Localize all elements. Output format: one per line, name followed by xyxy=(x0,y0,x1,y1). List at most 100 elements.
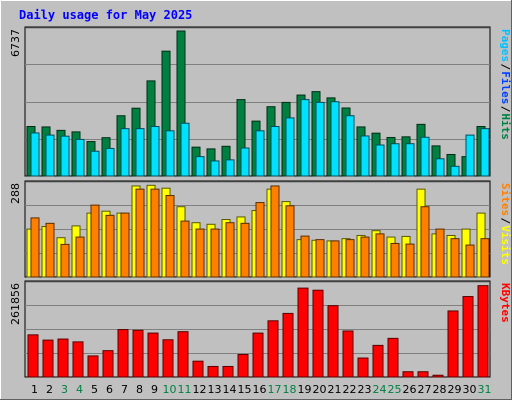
panel-3-bar-s1-day-8 xyxy=(132,329,144,378)
panel-2-bar-s2-day-30 xyxy=(465,244,475,278)
panel-2-bar-s2-day-26 xyxy=(405,243,415,278)
panel-2-ytick-max: 288 xyxy=(9,183,22,204)
panel-3-bar-s1-day-19 xyxy=(297,287,309,378)
panel-3-bar-s1-day-27 xyxy=(417,371,429,378)
panel-2-bar-s2-day-9 xyxy=(150,188,160,278)
panel-3-bar-s1-day-7 xyxy=(117,329,129,378)
panel-3-bar-s1-day-16 xyxy=(252,332,264,378)
panel-2-bar-s2-day-20 xyxy=(315,239,325,278)
panel-1-bar-s2-day-11 xyxy=(180,122,190,177)
panel-3-bar-s1-day-11 xyxy=(177,331,189,378)
panel-1-bar-s2-day-26 xyxy=(405,143,415,177)
panel-3-bar-s1-day-25 xyxy=(387,337,399,378)
panel-3-bar-s1-day-28 xyxy=(432,374,444,378)
panel-3-bar-s1-day-9 xyxy=(147,332,159,378)
panel-2-bar-s2-day-21 xyxy=(330,240,340,278)
panel-3-bar-s1-day-17 xyxy=(267,320,279,378)
panel-2-bar-s2-day-15 xyxy=(240,222,250,278)
panel-2-legend-1: Sites xyxy=(499,183,512,216)
panel-3-bar-s1-day-5 xyxy=(87,355,99,378)
panel-2-bar-s2-day-7 xyxy=(120,212,130,278)
x-tick-day-17: 17 xyxy=(268,383,282,396)
x-tick-day-31: 31 xyxy=(478,383,492,396)
chart-title: Daily usage for May 2025 xyxy=(19,8,192,22)
panel-1-bar-s2-day-19 xyxy=(300,99,310,177)
panel-3-bar-s1-day-15 xyxy=(237,354,249,378)
x-tick-day-2: 2 xyxy=(46,383,53,396)
x-tick-day-3: 3 xyxy=(61,383,68,396)
x-tick-day-28: 28 xyxy=(433,383,447,396)
panel-2-legend-2: / xyxy=(499,218,512,225)
panel-3-bar-s1-day-24 xyxy=(372,344,384,378)
panel-2-bar-s2-day-28 xyxy=(435,228,445,278)
panel-3-bar-s1-day-20 xyxy=(312,289,324,378)
panel-1-bar-s2-day-10 xyxy=(165,130,175,177)
panel-1-bar-s2-day-21 xyxy=(330,101,340,177)
panel-3-bar-s1-day-26 xyxy=(402,371,414,378)
panel-1-bar-s2-day-6 xyxy=(105,147,115,177)
x-tick-day-29: 29 xyxy=(448,383,462,396)
x-tick-day-20: 20 xyxy=(313,383,327,396)
x-tick-day-16: 16 xyxy=(253,383,267,396)
x-tick-day-14: 14 xyxy=(223,383,237,396)
panel-1-ytick-max: 6737 xyxy=(9,29,22,57)
panel-1-bar-s2-day-13 xyxy=(210,160,220,177)
panel-2-bar-s2-day-18 xyxy=(285,205,295,278)
panel-3-legend-1: KBytes xyxy=(499,283,512,323)
panel-3-bar-s1-day-18 xyxy=(282,312,294,378)
x-tick-day-8: 8 xyxy=(136,383,143,396)
panel-2-bar-s2-day-22 xyxy=(345,239,355,278)
panel-2-bar-s2-day-2 xyxy=(45,222,55,278)
panel-2-bar-s2-day-31 xyxy=(480,238,490,278)
panel-2-bar-s2-day-13 xyxy=(210,228,220,278)
panel-2-bar-s2-day-25 xyxy=(390,242,400,278)
panel-2-bar-s2-day-19 xyxy=(300,235,310,278)
panel-1-bar-s2-day-28 xyxy=(435,158,445,177)
x-tick-day-1: 1 xyxy=(31,383,38,396)
x-tick-day-6: 6 xyxy=(106,383,113,396)
panel-1-bar-s2-day-17 xyxy=(270,125,280,177)
x-tick-day-24: 24 xyxy=(373,383,387,396)
panel-1-bar-s2-day-15 xyxy=(240,147,250,177)
panel-1-bar-s2-day-31 xyxy=(480,128,490,177)
panel-3-bar-s1-day-13 xyxy=(207,365,219,378)
x-tick-day-19: 19 xyxy=(298,383,312,396)
x-tick-day-4: 4 xyxy=(76,383,83,396)
x-tick-day-26: 26 xyxy=(403,383,417,396)
panel-2-bar-s2-day-23 xyxy=(360,236,370,278)
panel-2-bar-s2-day-8 xyxy=(135,188,145,278)
panel-3-bar-s1-day-10 xyxy=(162,339,174,378)
x-tick-day-5: 5 xyxy=(91,383,98,396)
panel-3-bar-s1-day-3 xyxy=(57,338,69,378)
x-tick-day-12: 12 xyxy=(193,383,207,396)
x-tick-day-18: 18 xyxy=(283,383,297,396)
x-tick-day-13: 13 xyxy=(208,383,222,396)
panel-1-bar-s2-day-25 xyxy=(390,143,400,177)
panel-2-bar-s2-day-3 xyxy=(60,243,70,278)
panel-2-bar-s2-day-29 xyxy=(450,238,460,278)
x-tick-day-15: 15 xyxy=(238,383,252,396)
panel-3-bar-s1-day-22 xyxy=(342,330,354,378)
x-tick-day-30: 30 xyxy=(463,383,477,396)
x-tick-day-11: 11 xyxy=(178,383,192,396)
panel-3-bar-s1-day-6 xyxy=(102,350,114,378)
panel-3-bar-s1-day-30 xyxy=(462,296,474,378)
x-tick-day-21: 21 xyxy=(328,383,342,396)
panel-3-bar-s1-day-14 xyxy=(222,365,234,378)
panel-1-bar-s2-day-9 xyxy=(150,125,160,177)
panel-3-bar-s1-day-21 xyxy=(327,305,339,378)
panel-1-bar-s2-day-4 xyxy=(75,138,85,177)
panel-1-bar-s2-day-1 xyxy=(30,132,40,177)
panel-3-bar-s1-day-23 xyxy=(357,357,369,378)
panel-2-bar-s2-day-17 xyxy=(270,185,280,278)
panel-2-bar-s2-day-24 xyxy=(375,233,385,278)
panel-2-bar-s2-day-27 xyxy=(420,206,430,278)
panel-1-legend-4: / xyxy=(499,106,512,113)
panel-1-bar-s2-day-5 xyxy=(90,150,100,177)
panel-2-bar-s2-day-11 xyxy=(180,220,190,278)
panel-2-bar-s2-day-6 xyxy=(105,214,115,278)
x-tick-day-23: 23 xyxy=(358,383,372,396)
panel-1-bar-s2-day-3 xyxy=(60,135,70,177)
